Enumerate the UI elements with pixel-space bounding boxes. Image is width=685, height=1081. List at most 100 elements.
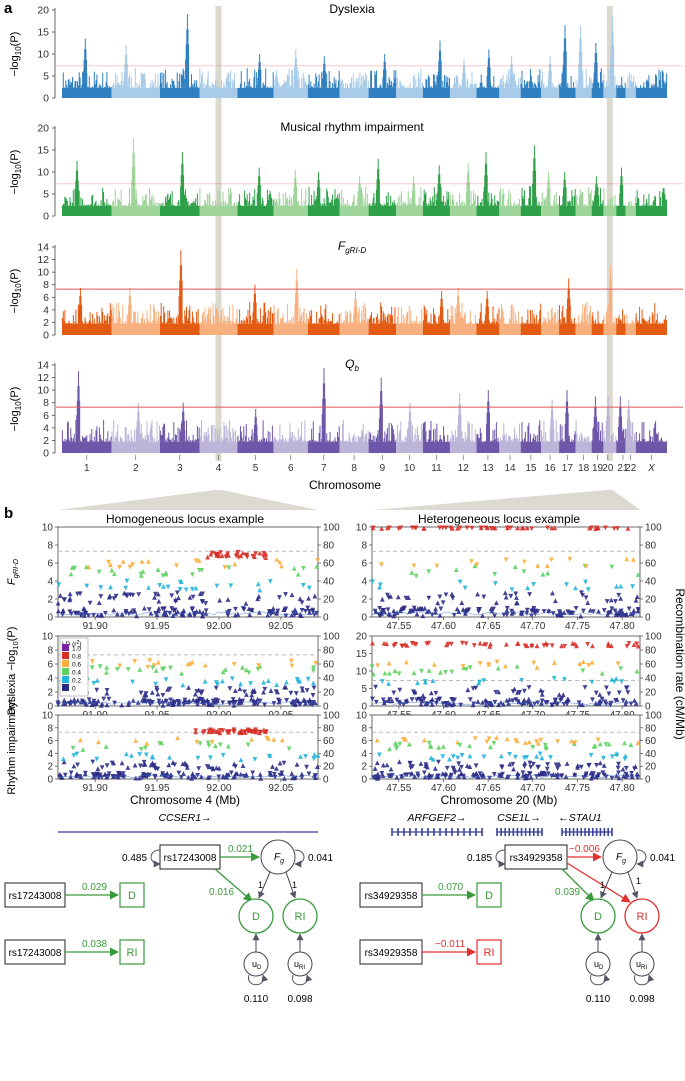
y2tick-0-1-60: 60 xyxy=(323,660,335,671)
y2tick-1-2-80: 80 xyxy=(645,723,657,734)
fg-right-variance: 0.041 xyxy=(650,853,675,864)
y2tick-1-2-60: 60 xyxy=(645,736,657,747)
ytick-1-0-4: 4 xyxy=(361,577,367,588)
heterogeneous-title: Heterogeneous locus example xyxy=(418,512,580,526)
xtick-1-2-47.65: 47.65 xyxy=(476,783,501,794)
ld-label-0.6: 0.6 xyxy=(72,662,81,669)
ytick-0-0-8: 8 xyxy=(47,541,53,552)
xtick-0-0-91.95: 91.95 xyxy=(145,621,170,632)
chrom-label-17: 17 xyxy=(562,463,574,474)
y2tick-1-0-60: 60 xyxy=(645,559,657,570)
manhattan-chr-qb-18 xyxy=(575,441,592,453)
fg-right: Fg xyxy=(616,852,626,865)
manhattan-chr-qb-23 xyxy=(635,441,667,453)
manhattan-chr-fgrid-1 xyxy=(62,323,112,335)
node-d-right: D xyxy=(594,911,602,923)
ytick-fgrid-0: 0 xyxy=(43,330,49,342)
y2tick-1-2-20: 20 xyxy=(645,762,657,773)
manhattan-chr-rhythm-13 xyxy=(476,205,500,216)
manhattan-chr-rhythm-8 xyxy=(339,205,369,216)
chrom-label-18: 18 xyxy=(578,463,590,474)
manhattan-chr-fgrid-5 xyxy=(237,323,274,335)
y2tick-0-0-40: 40 xyxy=(323,577,335,588)
ytick-1-2-8: 8 xyxy=(361,723,367,734)
manhattan-chr-qb-6 xyxy=(273,441,308,453)
manhattan-chr-rhythm-23 xyxy=(635,205,667,216)
manhattan-chr-rhythm-6 xyxy=(273,205,308,216)
manhattan-chr-qb-15 xyxy=(520,441,542,453)
manhattan-chr-fgrid-22 xyxy=(625,323,636,335)
ytick-dyslexia-0: 0 xyxy=(43,93,49,105)
manhattan-chr-qb-14 xyxy=(499,441,521,453)
ytick-qb-12: 12 xyxy=(37,372,49,384)
locus-points xyxy=(370,525,641,619)
ytick-dyslexia-10: 10 xyxy=(37,49,49,61)
manhattan-chr-dyslexia-1 xyxy=(62,87,112,98)
ld-label-0.2: 0.2 xyxy=(72,678,81,685)
manhattan-chr-dyslexia-15 xyxy=(520,87,542,98)
manhattan-chr-qb-10 xyxy=(396,441,423,453)
ylabel-rhythm: −log10(P) xyxy=(9,150,23,195)
manhattan-chr-qb-1 xyxy=(62,441,112,453)
ytick-rhythm-0: 0 xyxy=(43,211,49,223)
manhattan-chr-dyslexia-5 xyxy=(237,87,274,98)
manhattan-chr-rhythm-18 xyxy=(575,205,592,216)
uri-right-variance: 0.098 xyxy=(629,994,654,1005)
ytick-1-0-0: 0 xyxy=(361,613,367,624)
ytick-1-2-4: 4 xyxy=(361,749,367,760)
chrom-label-9: 9 xyxy=(380,463,386,474)
load-d-right: 1 xyxy=(600,880,605,890)
y2tick-1-1-60: 60 xyxy=(645,660,657,671)
manhattan-chr-dyslexia-9 xyxy=(368,87,397,98)
ytick-1-1-20: 20 xyxy=(356,632,368,643)
manhattan-chr-qb-3 xyxy=(159,441,200,453)
univar-d-left-box: D xyxy=(128,890,136,902)
manhattan-chr-fgrid-11 xyxy=(422,323,450,335)
manhattan-chr-dyslexia-12 xyxy=(449,87,477,98)
manhattan-title-qb: Qb xyxy=(345,357,359,373)
manhattan-chr-dyslexia-8 xyxy=(339,87,369,98)
ytick-qb-8: 8 xyxy=(43,397,49,409)
y2tick-1-2-0: 0 xyxy=(645,775,651,786)
ytick-0-0-2: 2 xyxy=(47,595,53,606)
zoom-chr4 xyxy=(58,490,318,510)
xtick-1-0-47.75: 47.75 xyxy=(565,621,590,632)
ytick-rhythm-15: 15 xyxy=(37,145,49,157)
manhattan-chr-qb-8 xyxy=(339,441,369,453)
gene-cse1l: CSE1L→ xyxy=(497,812,541,824)
ytick-0-0-10: 10 xyxy=(42,523,54,534)
ld-swatch-0.2 xyxy=(62,676,69,683)
manhattan-chr-dyslexia-23 xyxy=(635,87,667,98)
ytick-0-0-4: 4 xyxy=(47,577,53,588)
manhattan-chr-dyslexia-18 xyxy=(575,87,592,98)
highlight-band-chr20 xyxy=(606,6,613,461)
manhattan-chr-dyslexia-16 xyxy=(541,87,560,98)
zoom-chr20 xyxy=(372,490,640,510)
manhattan-dyslexia: Dyslexia 0 5 10 15 20 −log10(P) xyxy=(9,2,683,105)
path-diagrams: rs17243008 0.485 Fg 0.041 0.021 0.016 1 … xyxy=(4,839,675,1005)
node-uri-right: uRI xyxy=(636,959,647,971)
node-ud-left: uD xyxy=(252,959,262,971)
highlight-band-chr4 xyxy=(215,6,222,461)
manhattan-chr-dyslexia-6 xyxy=(273,87,308,98)
ytick-rhythm-10: 10 xyxy=(37,167,49,179)
xtick-0-0-91.90: 91.90 xyxy=(83,621,108,632)
ud-right-variance: 0.110 xyxy=(586,994,611,1005)
locus-points xyxy=(369,640,641,708)
manhattan-rhythm: Musical rhythm impairment 0 5 10 15 20 −log10(… xyxy=(9,120,683,223)
ylabel-qb: −log10(P) xyxy=(9,387,23,432)
ytick-1-1-0: 0 xyxy=(361,702,367,713)
manhattan-chr-qb-5 xyxy=(237,441,274,453)
manhattan-chr-dyslexia-4 xyxy=(199,87,238,98)
load-ri-right: 1 xyxy=(636,876,641,886)
y2tick-0-1-100: 100 xyxy=(323,632,340,643)
y2tick-1-1-40: 40 xyxy=(645,674,657,685)
xtick-1-2-47.80: 47.80 xyxy=(610,783,635,794)
gene-stau1: ←STAU1 xyxy=(558,812,602,824)
manhattan-chr-fgrid-10 xyxy=(396,323,423,335)
chrom-label-X: X xyxy=(647,463,655,474)
ytick-fgrid-8: 8 xyxy=(43,279,49,291)
y2tick-0-1-20: 20 xyxy=(323,688,335,699)
